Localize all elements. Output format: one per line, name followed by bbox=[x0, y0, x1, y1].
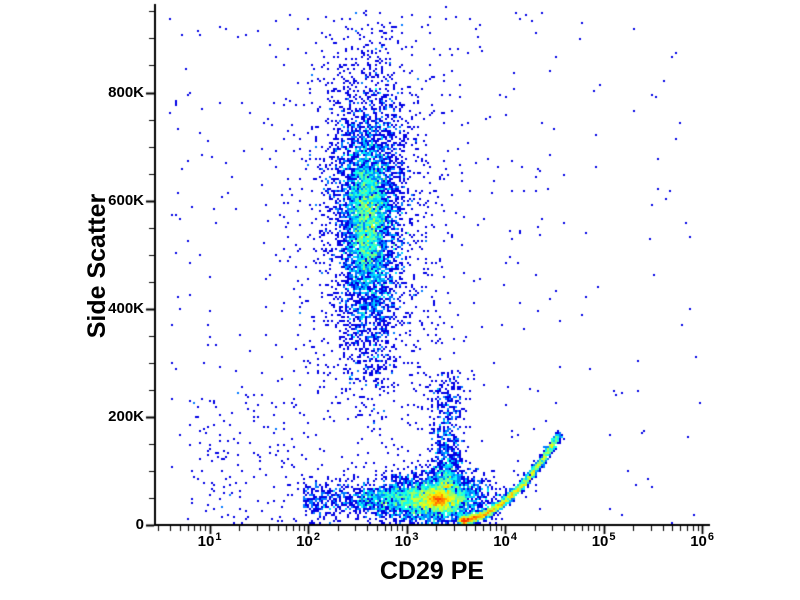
x-axis-title: CD29 PE bbox=[379, 557, 485, 585]
y-axis-title: Side Scatter bbox=[83, 193, 111, 339]
